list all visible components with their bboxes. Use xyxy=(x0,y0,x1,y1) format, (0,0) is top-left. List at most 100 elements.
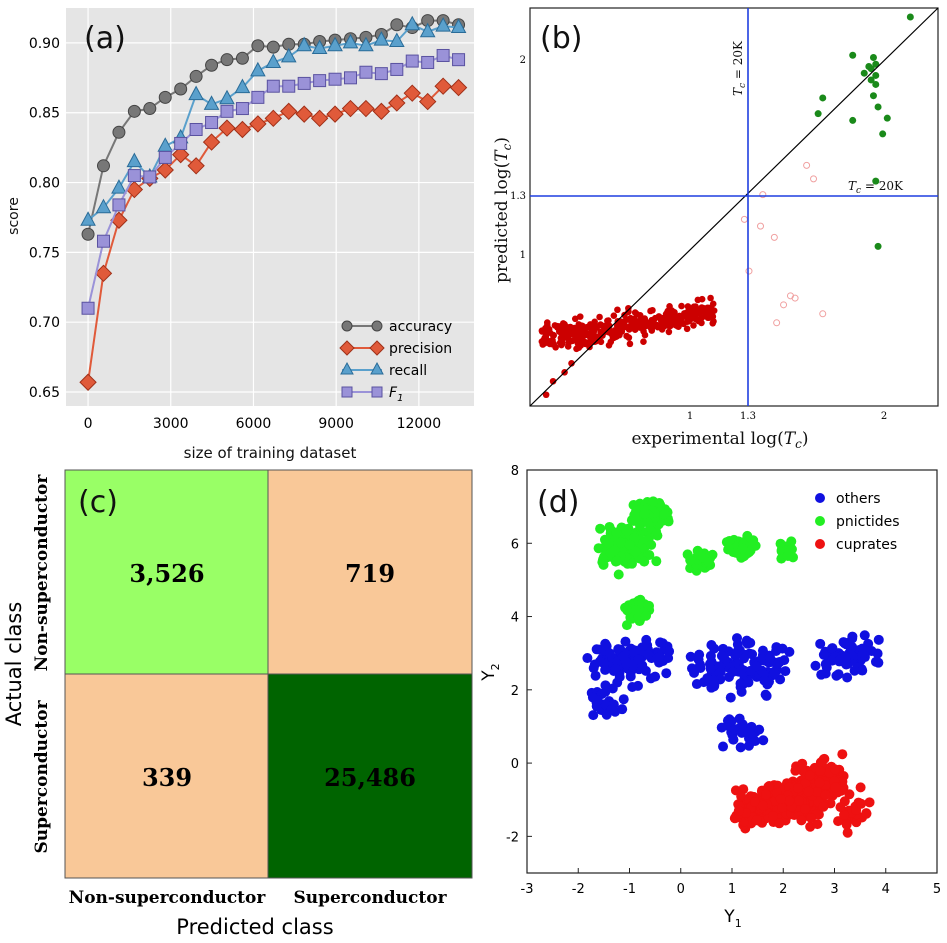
point-others xyxy=(655,637,666,648)
point-cuprates xyxy=(790,765,801,776)
point-f1 xyxy=(112,198,126,212)
panel-b-xtick-2: 2 xyxy=(881,411,887,422)
point-low-tc xyxy=(640,327,647,335)
panel-d-label: (d) xyxy=(537,485,579,520)
point-precision xyxy=(372,102,391,121)
point-others xyxy=(695,662,706,673)
point-low-tc xyxy=(698,295,706,303)
point-others xyxy=(625,671,636,682)
panel-a-xtick-label: 3000 xyxy=(153,416,189,432)
panel-a-ytick-label: 0.75 xyxy=(29,245,60,261)
point-others xyxy=(857,665,868,676)
point-low-tc xyxy=(710,318,717,325)
legend-marker-cuprates xyxy=(815,539,825,549)
point-others xyxy=(826,643,837,654)
point-others xyxy=(780,666,791,677)
point-high-tc xyxy=(874,103,882,111)
point-others xyxy=(601,709,612,720)
point-others xyxy=(734,713,745,724)
point-f1 xyxy=(313,74,327,88)
point-accuracy xyxy=(235,51,249,65)
point-low-tc xyxy=(670,311,678,319)
point-precision xyxy=(202,133,221,151)
cell-actual-super-predicted-super xyxy=(267,673,473,879)
panel-d-ytick-label: 4 xyxy=(511,611,519,626)
point-low-tc xyxy=(618,328,626,335)
point-precision xyxy=(449,78,468,97)
point-others xyxy=(702,673,713,684)
point-recall xyxy=(342,33,359,49)
panel-b-points xyxy=(538,13,914,399)
point-others xyxy=(731,649,742,660)
legend-entry-accuracy: accuracy xyxy=(341,319,452,335)
point-others xyxy=(765,652,776,663)
point-high-tc xyxy=(867,76,875,84)
point-misclassified xyxy=(791,294,799,302)
point-high-tc xyxy=(883,114,891,122)
point-f1 xyxy=(390,62,404,76)
point-recall xyxy=(388,32,405,48)
panel-d-points xyxy=(582,496,884,838)
point-pnictides xyxy=(659,509,670,520)
point-pnictides xyxy=(685,555,696,566)
point-low-tc xyxy=(613,322,621,330)
point-recall xyxy=(250,61,266,77)
point-low-tc xyxy=(707,294,714,302)
point-others xyxy=(706,639,717,650)
point-others xyxy=(754,724,765,735)
point-misclassified xyxy=(757,222,765,230)
point-others xyxy=(745,665,756,676)
point-others xyxy=(604,648,615,659)
point-cuprates xyxy=(839,809,850,820)
panel-c-x-axis-title: Predicted class xyxy=(176,915,333,939)
point-low-tc xyxy=(559,339,566,347)
point-f1 xyxy=(421,55,435,69)
point-accuracy xyxy=(127,104,141,118)
col-label-superconductor: Superconductor xyxy=(293,888,447,908)
series-f1 xyxy=(81,48,466,315)
point-low-tc xyxy=(597,338,605,346)
point-recall xyxy=(280,47,297,63)
point-low-tc xyxy=(548,340,556,348)
point-others xyxy=(627,682,638,693)
point-others xyxy=(582,653,593,664)
point-others xyxy=(685,651,696,662)
point-cuprates xyxy=(841,819,852,830)
series-precision xyxy=(79,77,468,391)
point-cuprates xyxy=(804,770,815,781)
point-others xyxy=(743,677,754,688)
point-low-tc xyxy=(667,321,674,328)
cell-value-fn: 339 xyxy=(142,763,192,792)
point-low-tc xyxy=(605,317,612,324)
point-low-tc xyxy=(698,319,705,327)
point-accuracy xyxy=(81,227,95,241)
legend-label-f1: F1 xyxy=(389,385,403,404)
point-others xyxy=(757,654,768,665)
point-f1 xyxy=(251,90,265,104)
point-accuracy xyxy=(205,58,219,72)
panel-d-xtick-label: -3 xyxy=(521,882,534,897)
point-others xyxy=(664,646,675,657)
point-f1 xyxy=(127,169,141,183)
point-f1 xyxy=(189,122,203,136)
point-cuprates xyxy=(793,783,804,794)
point-others xyxy=(873,657,884,668)
point-high-tc xyxy=(906,13,914,21)
panel-a-y-axis-title: score xyxy=(6,197,22,235)
point-others xyxy=(732,633,743,644)
point-cuprates xyxy=(760,789,771,800)
point-others xyxy=(739,653,750,664)
point-precision xyxy=(280,102,298,121)
panel-b-xtick-13: 1.3 xyxy=(740,411,756,422)
panel-c-confusion-matrix: (c) 3,526 719 339 25,486 Non-superconduc… xyxy=(2,469,473,939)
point-low-tc xyxy=(562,325,570,332)
point-high-tc xyxy=(872,71,880,79)
point-low-tc xyxy=(647,307,654,315)
point-others xyxy=(618,694,629,705)
point-cuprates xyxy=(814,777,825,788)
point-precision xyxy=(295,105,313,123)
point-recall xyxy=(450,18,467,34)
panel-d-embedding-scatter: -3 -2 -1 0 1 2 3 4 5 -2 0 2 4 6 8 (d) others pnictides… xyxy=(479,464,941,930)
point-pnictides xyxy=(604,521,615,532)
panel-d-xtick-label: 4 xyxy=(882,882,890,897)
